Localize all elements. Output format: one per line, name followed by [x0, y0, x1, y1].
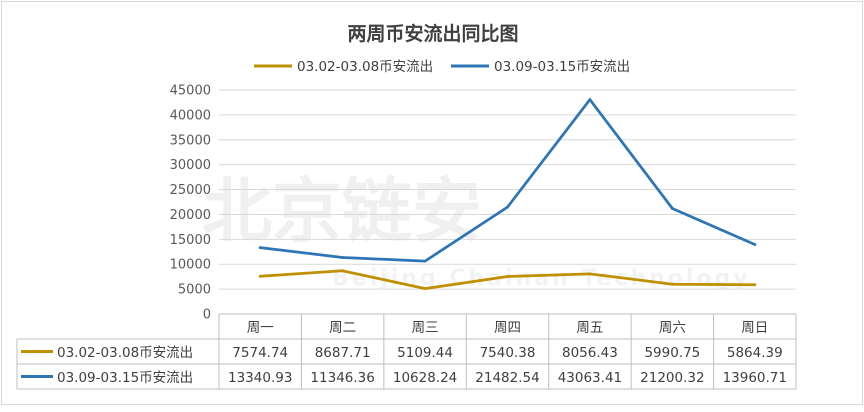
data-label: 11346.36	[310, 370, 374, 386]
data-point	[670, 207, 674, 210]
y-tick-label: 40000	[170, 108, 211, 123]
watermark-text: 北京链安	[202, 170, 482, 252]
data-point	[423, 259, 427, 263]
y-tick-label: 0	[203, 308, 211, 323]
x-tick-label: 周五	[576, 320, 603, 336]
data-table: 周一 周二 周三 周四 周五 周六 周日 03.02-03.08币安流出 7574.74 8687…	[16, 313, 797, 390]
y-tick-label: 5000	[178, 283, 211, 298]
table-row-label-2: 03.09-03.15币安流出	[57, 370, 193, 386]
data-label: 8687.71	[315, 345, 371, 361]
y-tick-label: 35000	[170, 133, 211, 148]
y-tick-label: 10000	[170, 258, 211, 273]
y-axis: 0 5000 10000 15000 20000 25000 30000 35000 40000…	[170, 84, 211, 323]
y-tick-label: 25000	[170, 183, 211, 198]
data-label: 13340.93	[228, 370, 292, 386]
data-label: 21200.32	[640, 370, 704, 386]
data-label: 13960.71	[723, 370, 787, 386]
data-label: 43063.41	[558, 370, 622, 386]
x-tick-label: 周日	[741, 320, 768, 336]
data-label: 7574.74	[232, 345, 288, 361]
data-point	[588, 98, 592, 102]
data-point	[670, 282, 674, 286]
chart-container: 北京链安 Beijing Chainan Technology 两周币安流出同比…	[1, 1, 863, 405]
table-row-label-1: 03.02-03.08币安流出	[57, 345, 193, 361]
data-label: 5109.44	[397, 345, 453, 361]
data-label: 21482.54	[475, 370, 539, 386]
watermark: 北京链安 Beijing Chainan Technology	[202, 170, 751, 291]
data-point	[258, 246, 262, 249]
line-chart: 北京链安 Beijing Chainan Technology 两周币安流出同比…	[16, 22, 797, 390]
data-label: 8056.43	[562, 345, 618, 361]
data-point	[341, 256, 345, 259]
data-point	[588, 272, 592, 276]
watermark-subtext: Beijing Chainan Technology	[332, 266, 751, 291]
x-tick-label: 周一	[247, 320, 274, 336]
data-label: 10628.24	[393, 370, 457, 386]
x-tick-label: 周三	[412, 320, 439, 336]
y-tick-label: 20000	[170, 208, 211, 223]
legend-label-2: 03.09-03.15币安流出	[494, 59, 630, 75]
data-point	[258, 274, 262, 278]
y-tick-label: 30000	[170, 158, 211, 173]
data-label: 7540.38	[480, 345, 536, 361]
data-point	[341, 269, 345, 273]
y-tick-label: 15000	[170, 233, 211, 248]
x-tick-label: 周六	[659, 320, 686, 336]
data-point	[753, 243, 757, 246]
x-tick-label: 周四	[494, 320, 521, 336]
data-point	[423, 287, 427, 290]
y-tick-label: 45000	[170, 84, 211, 99]
data-point	[753, 283, 757, 287]
chart-title: 两周币安流出同比图	[347, 22, 518, 45]
data-point	[506, 275, 509, 278]
series-lines	[258, 98, 757, 290]
legend-label-1: 03.02-03.08币安流出	[297, 59, 433, 75]
x-tick-label: 周二	[329, 320, 356, 336]
data-label: 5864.39	[727, 345, 783, 361]
legend: 03.02-03.08币安流出 03.09-03.15币安流出	[254, 59, 630, 75]
data-point	[506, 205, 509, 209]
data-label: 5990.75	[644, 345, 700, 361]
